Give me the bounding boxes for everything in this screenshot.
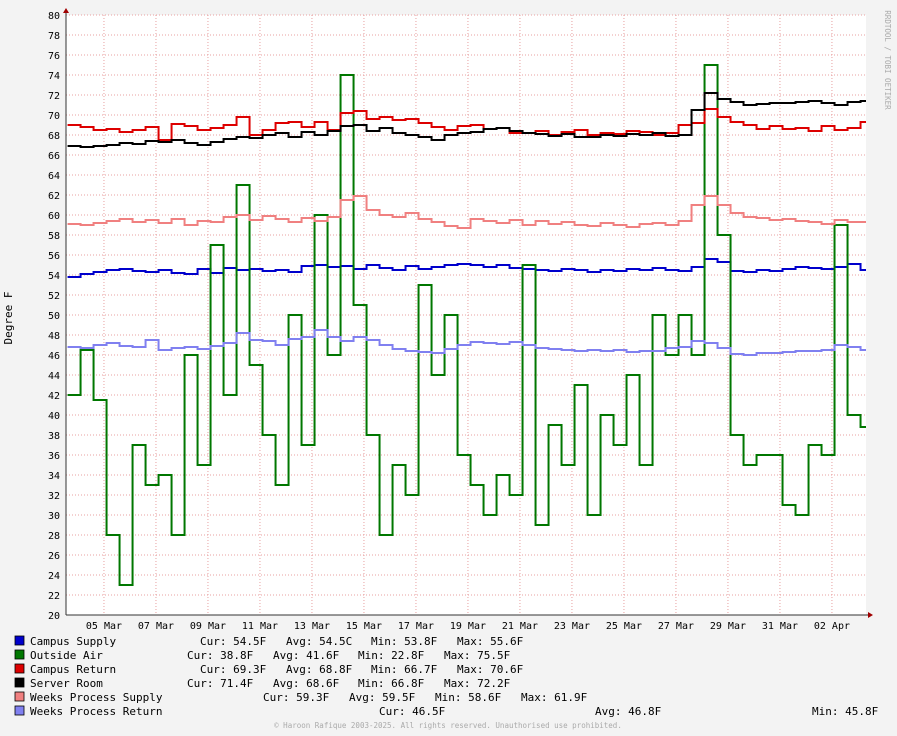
x-tick-label: 19 Mar <box>450 621 486 632</box>
y-tick-label: 60 <box>48 211 60 222</box>
legend-stat: Min: 66.8F <box>358 677 424 690</box>
series-line <box>67 258 866 278</box>
y-tick-label: 36 <box>48 451 60 462</box>
y-tick-label: 30 <box>48 511 60 522</box>
series-line <box>67 64 866 586</box>
legend-stat: Cur: 46.5F <box>379 705 445 718</box>
legend-label: Weeks Process Return <box>30 705 162 718</box>
legend-stat: Max: 75.5F <box>444 649 510 662</box>
legend-label: Campus Return <box>30 663 116 676</box>
x-tick-label: 29 Mar <box>710 621 746 632</box>
legend-stat: Min: 45.8F <box>812 705 878 718</box>
legend-label: Server Room <box>30 677 103 690</box>
legend-swatch <box>14 635 25 646</box>
legend-stat: Avg: 54.5C <box>286 635 352 648</box>
legend-label: Outside Air <box>30 649 103 662</box>
y-tick-label: 54 <box>48 271 60 282</box>
legend-stat: Cur: 71.4F <box>187 677 253 690</box>
y-tick-label: 58 <box>48 231 60 242</box>
y-tick-label: 26 <box>48 551 60 562</box>
series-line <box>67 195 866 229</box>
y-tick-label: 72 <box>48 91 60 102</box>
x-tick-label: 13 Mar <box>294 621 330 632</box>
watermark: RRDTOOL / TOBI OETIKER <box>883 10 892 110</box>
y-tick-label: 52 <box>48 291 60 302</box>
y-tick-label: 76 <box>48 51 60 62</box>
series-line <box>67 329 866 356</box>
legend-stat: Max: 61.9F <box>521 691 587 704</box>
y-tick-label: 80 <box>48 11 60 22</box>
legend-stat: Avg: 68.8F <box>286 663 352 676</box>
legend-stat: Avg: 59.5F <box>349 691 415 704</box>
x-tick-label: 21 Mar <box>502 621 538 632</box>
series-line <box>67 108 866 141</box>
legend-swatch <box>14 691 25 702</box>
y-tick-label: 74 <box>48 71 60 82</box>
y-tick-label: 20 <box>48 611 60 622</box>
y-tick-label: 48 <box>48 331 60 342</box>
legend-label: Campus Supply <box>30 635 116 648</box>
legend-stat: Min: 66.7F <box>371 663 437 676</box>
legend-stat: Cur: 54.5F <box>200 635 266 648</box>
y-tick-label: 50 <box>48 311 60 322</box>
x-tick-label: 17 Mar <box>398 621 434 632</box>
y-tick-label: 28 <box>48 531 60 542</box>
x-tick-label: 15 Mar <box>346 621 382 632</box>
y-tick-label: 42 <box>48 391 60 402</box>
x-tick-label: 05 Mar <box>86 621 122 632</box>
x-tick-label: 11 Mar <box>242 621 278 632</box>
y-tick-label: 34 <box>48 471 60 482</box>
legend-swatch <box>14 663 25 674</box>
series-line <box>67 92 866 148</box>
y-tick-label: 68 <box>48 131 60 142</box>
legend-stat: Max: 55.6F <box>457 635 523 648</box>
y-tick-label: 32 <box>48 491 60 502</box>
x-tick-label: 25 Mar <box>606 621 642 632</box>
y-tick-label: 66 <box>48 151 60 162</box>
x-tick-label: 07 Mar <box>138 621 174 632</box>
x-tick-label: 09 Mar <box>190 621 226 632</box>
legend-swatch <box>14 649 25 660</box>
legend-stat: Avg: 41.6F <box>273 649 339 662</box>
legend-stat: Min: 58.6F <box>435 691 501 704</box>
axis-arrow <box>868 612 873 618</box>
y-tick-label: 44 <box>48 371 60 382</box>
legend-stat: Avg: 46.8F <box>595 705 661 718</box>
y-tick-label: 38 <box>48 431 60 442</box>
y-tick-label: 62 <box>48 191 60 202</box>
y-tick-label: 64 <box>48 171 60 182</box>
legend-stat: Max: 70.6F <box>457 663 523 676</box>
footer: © Haroon Rafique 2003-2025. All rights r… <box>274 721 622 730</box>
y-tick-label: 40 <box>48 411 60 422</box>
y-tick-label: 24 <box>48 571 60 582</box>
y-axis-label: Degree F <box>2 292 15 345</box>
y-tick-label: 56 <box>48 251 60 262</box>
legend-stat: Min: 53.8F <box>371 635 437 648</box>
x-tick-label: 31 Mar <box>762 621 798 632</box>
legend-stat: Cur: 59.3F <box>263 691 329 704</box>
legend-swatch <box>14 705 25 716</box>
y-tick-label: 70 <box>48 111 60 122</box>
y-tick-label: 46 <box>48 351 60 362</box>
y-tick-label: 78 <box>48 31 60 42</box>
legend-label: Weeks Process Supply <box>30 691 163 704</box>
legend-stat: Cur: 38.8F <box>187 649 253 662</box>
legend-stat: Avg: 68.6F <box>273 677 339 690</box>
legend-stat: Max: 72.2F <box>444 677 510 690</box>
axis-arrow <box>63 8 69 13</box>
x-tick-label: 23 Mar <box>554 621 590 632</box>
legend-swatch <box>14 677 25 688</box>
x-tick-label: 27 Mar <box>658 621 694 632</box>
y-tick-label: 22 <box>48 591 60 602</box>
legend-stat: Cur: 69.3F <box>200 663 266 676</box>
x-tick-label: 02 Apr <box>814 621 850 632</box>
legend-stat: Min: 22.8F <box>358 649 424 662</box>
